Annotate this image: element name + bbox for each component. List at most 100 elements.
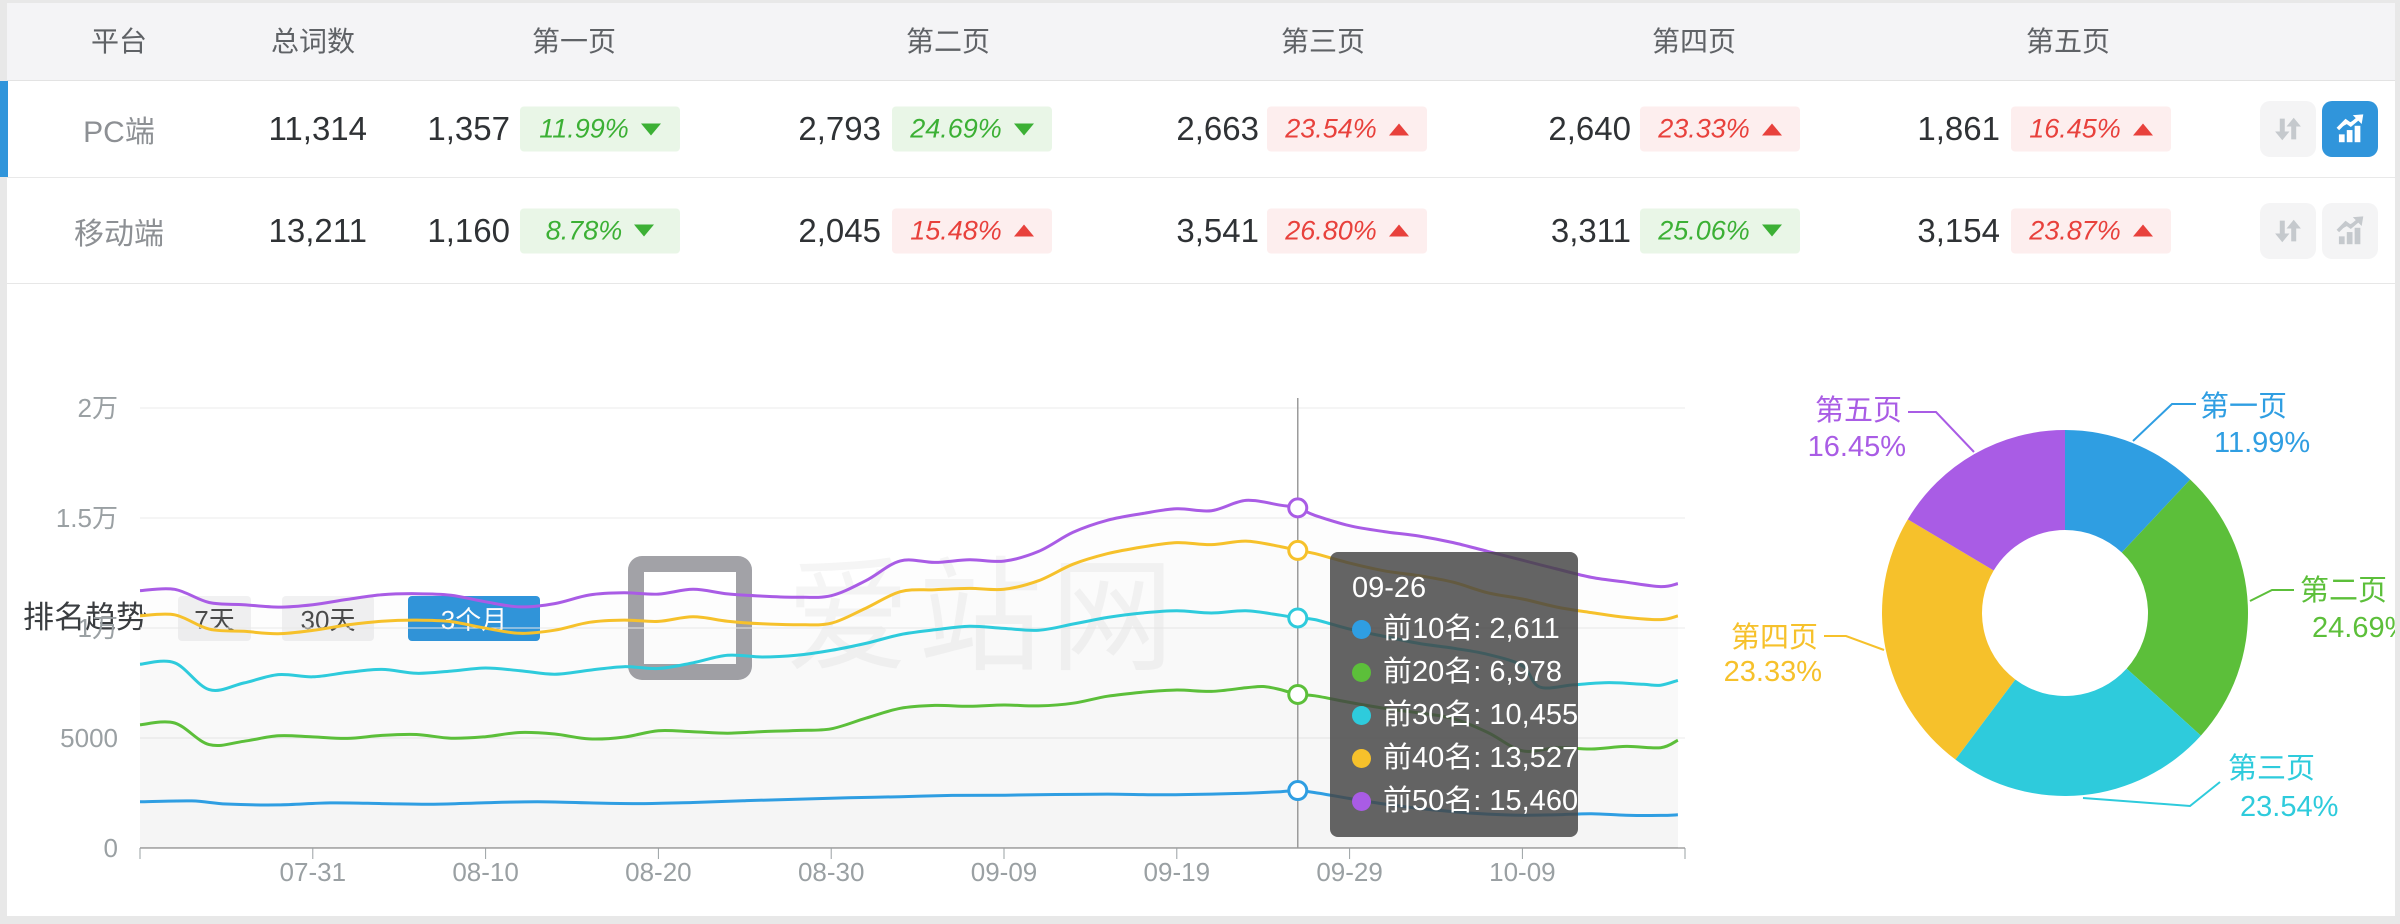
total-words-value: 13,211 <box>268 211 367 249</box>
y-axis-tick-label: 2万 <box>78 393 118 423</box>
donut-leader-line <box>2249 589 2294 602</box>
page2-change-badge: 24.69% <box>892 106 1052 152</box>
highlight-marker <box>1287 539 1309 561</box>
trend-triangle-icon <box>2132 123 2153 135</box>
table-row-pc[interactable]: PC端 11,314 1,357 11.99% 2,793 24.69% 2,6… <box>0 81 2400 178</box>
highlight-marker <box>1287 497 1309 519</box>
highlight-marker <box>1287 607 1309 629</box>
donut-slice-第一页[interactable] <box>2065 430 2191 553</box>
column-header-page5: 第五页 <box>2025 26 2111 57</box>
trend-chart-button[interactable] <box>2322 101 2378 157</box>
frame-border-top <box>0 0 2400 3</box>
page3-count: 2,663 <box>1176 110 1259 147</box>
chart-tooltip: 09-26 前10名: 2,611 前20名: 6,978 前30名: 10,455… <box>1330 552 1578 837</box>
x-axis-tick-label: 08-10 <box>452 857 519 887</box>
page3-change-badge: 23.54% <box>1267 106 1427 152</box>
x-axis-tick-label: 07-31 <box>280 857 347 887</box>
tab-30-days[interactable]: 30天 <box>282 596 374 641</box>
page3-count: 3,541 <box>1176 211 1259 249</box>
page1-count: 1,160 <box>427 211 510 249</box>
tab-3-months[interactable]: 3个月 <box>408 596 540 641</box>
donut-label-percent: 24.69% <box>2312 612 2400 644</box>
donut-label-name: 第五页 <box>1815 394 1902 427</box>
trend-triangle-icon <box>634 224 655 237</box>
page5-change-badge: 23.87% <box>2011 208 2171 253</box>
page5-change-badge: 16.45% <box>2011 106 2171 152</box>
donut-label-name: 第三页 <box>2228 752 2315 785</box>
selected-row-indicator <box>0 81 8 177</box>
sort-arrows-button[interactable] <box>2260 202 2316 259</box>
tab-7-days[interactable]: 7天 <box>178 596 251 641</box>
trend-triangle-icon <box>2132 224 2153 237</box>
donut-leader-line <box>1908 411 1975 453</box>
trend-triangle-icon <box>1761 224 1782 237</box>
page1-change-badge: 8.78% <box>520 208 680 253</box>
trend-section-title: 排名趋势 <box>23 600 147 635</box>
page1-count: 1,357 <box>427 110 510 147</box>
aizhan-logo-icon <box>628 556 752 680</box>
x-axis-tick-label: 09-09 <box>971 857 1038 887</box>
page4-change-badge: 23.33% <box>1640 106 1800 152</box>
frame-border-bottom <box>0 916 2400 924</box>
donut-slice-第二页[interactable] <box>2121 479 2248 736</box>
donut-slice-第四页[interactable] <box>1881 519 2016 760</box>
donut-label-name: 第一页 <box>2200 390 2287 423</box>
donut-label-percent: 11.99% <box>2214 427 2310 459</box>
frame-border-right <box>2395 0 2400 916</box>
trend-triangle-icon <box>1761 123 1782 135</box>
page5-count: 3,154 <box>1917 211 2000 249</box>
series-color-dot <box>1352 663 1371 682</box>
tooltip-item: 前50名: 15,460 <box>1352 780 1578 823</box>
tooltip-item: 前20名: 6,978 <box>1352 651 1562 694</box>
x-axis-tick-label: 09-19 <box>1144 857 1211 887</box>
donut-label-name: 第二页 <box>2300 574 2387 607</box>
page2-count: 2,045 <box>798 211 881 249</box>
y-axis-tick-label: 5000 <box>60 723 118 753</box>
tooltip-date: 09-26 <box>1352 572 1427 604</box>
table-header-row: 平台 总词数 第一页 第二页 第三页 第四页 第五页 <box>0 3 2400 81</box>
column-header-page3: 第三页 <box>1280 26 1366 57</box>
table-row-mobile[interactable]: 移动端 13,211 1,160 8.78% 2,045 15.48% 3,54… <box>0 178 2400 284</box>
column-header-total: 总词数 <box>270 26 356 57</box>
trend-chart-button[interactable] <box>2322 202 2378 259</box>
donut-slice-第三页[interactable] <box>1955 668 2201 796</box>
highlight-marker <box>1287 683 1309 705</box>
page2-count: 2,793 <box>798 110 881 147</box>
donut-leader-line <box>2082 781 2221 808</box>
sort-arrows-button[interactable] <box>2260 101 2316 157</box>
series-color-dot <box>1352 792 1371 811</box>
series-color-dot <box>1352 620 1371 639</box>
donut-label-percent: 16.45% <box>1808 431 1906 463</box>
trend-triangle-icon <box>1013 224 1034 237</box>
donut-slice-第五页[interactable] <box>1907 430 2065 571</box>
donut-label-percent: 23.54% <box>2240 791 2338 823</box>
page4-count: 2,640 <box>1548 110 1631 147</box>
watermark: 爱站网 <box>628 556 1182 680</box>
page1-change-badge: 11.99% <box>520 106 680 152</box>
donut-label-name: 第四页 <box>1731 621 1818 654</box>
x-axis-tick-label: 10-09 <box>1489 857 1556 887</box>
trend-triangle-icon <box>640 123 661 135</box>
page4-change-badge: 25.06% <box>1640 208 1800 253</box>
x-axis-tick-label: 09-29 <box>1316 857 1383 887</box>
tooltip-item: 前30名: 10,455 <box>1352 694 1578 737</box>
platform-label: PC端 <box>83 116 155 149</box>
watermark-text: 爱站网 <box>786 549 1183 687</box>
up-down-arrows-icon <box>2275 219 2301 242</box>
page3-change-badge: 26.80% <box>1267 208 1427 253</box>
trend-chart-icon <box>2336 114 2364 143</box>
page2-change-badge: 15.48% <box>892 208 1052 253</box>
series-color-dot <box>1352 749 1371 768</box>
column-header-page1: 第一页 <box>531 26 617 57</box>
x-axis-tick-label: 08-20 <box>625 857 692 887</box>
trend-triangle-icon <box>1388 123 1409 135</box>
up-down-arrows-icon <box>2275 117 2301 141</box>
platform-label: 移动端 <box>74 217 164 251</box>
total-words-value: 11,314 <box>268 110 367 147</box>
column-header-page2: 第二页 <box>905 26 991 57</box>
frame-border-left <box>0 0 7 916</box>
tooltip-item-list: 前10名: 2,611 前20名: 6,978 前30名: 10,455 前40名: … <box>1352 608 1578 823</box>
series-color-dot <box>1352 706 1371 725</box>
tooltip-item: 前40名: 13,527 <box>1352 737 1578 780</box>
